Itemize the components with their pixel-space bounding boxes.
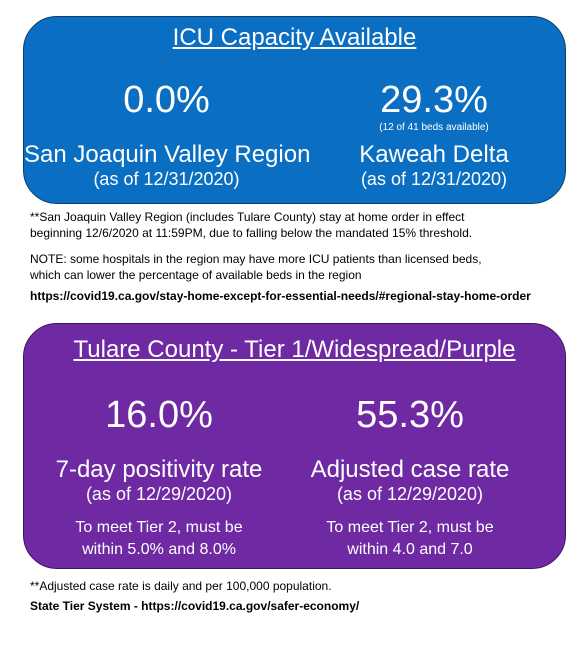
kaweah-as-of: (as of 12/31/2020) (360, 168, 508, 189)
case-rate-label: Adjusted case rate (310, 456, 510, 483)
case-rate-requirement-line2: within 4.0 and 7.0 (347, 540, 473, 558)
icu-capacity-panel: ICU Capacity Available 0.0% San Joaquin … (23, 16, 566, 204)
case-rate-column: 55.3% Adjusted case rate (as of 12/29/20… (294, 396, 526, 560)
positivity-requirement-line2: within 5.0% and 8.0% (82, 540, 236, 558)
hospital-note-line1: NOTE: some hospitals in the region may h… (30, 252, 482, 266)
state-tier-link[interactable]: State Tier System - https://covid19.ca.g… (30, 599, 360, 613)
sjv-icu-value: 0.0% (123, 79, 210, 121)
order-note-line1: **San Joaquin Valley Region (includes Tu… (30, 210, 465, 224)
regional-order-link[interactable]: https://covid19.ca.gov/stay-home-except-… (30, 289, 531, 303)
case-rate-requirement-line1: To meet Tier 2, must be (326, 519, 494, 537)
icu-title: ICU Capacity Available (172, 24, 417, 51)
case-rate-footnote: **Adjusted case rate is daily and per 10… (30, 579, 332, 593)
tier-title: Tulare County - Tier 1/Widespread/Purple (73, 336, 516, 363)
positivity-column: 16.0% 7-day positivity rate (as of 12/29… (24, 396, 294, 560)
kaweah-column: 29.3% (12 of 41 beds available) Kaweah D… (319, 81, 549, 190)
positivity-label: 7-day positivity rate (55, 456, 263, 483)
case-rate-as-of: (as of 12/29/2020) (336, 483, 484, 504)
positivity-value: 16.0% (105, 394, 213, 436)
sjv-as-of: (as of 12/31/2020) (93, 168, 240, 189)
sjv-column: 0.0% San Joaquin Valley Region (as of 12… (24, 79, 311, 190)
kaweah-name: Kaweah Delta (359, 141, 509, 168)
positivity-as-of: (as of 12/29/2020) (85, 483, 233, 504)
sjv-region-name: San Joaquin Valley Region (24, 141, 311, 168)
tier-panel: Tulare County - Tier 1/Widespread/Purple… (23, 323, 566, 569)
case-rate-value: 55.3% (356, 394, 464, 436)
hospital-note-line2: which can lower the percentage of availa… (30, 268, 362, 282)
order-note-line2: beginning 12/6/2020 at 11:59PM, due to f… (30, 226, 473, 240)
kaweah-icu-value: 29.3% (380, 79, 488, 121)
kaweah-beds-available: (12 of 41 beds available) (379, 122, 489, 133)
positivity-requirement-line1: To meet Tier 2, must be (75, 519, 243, 537)
